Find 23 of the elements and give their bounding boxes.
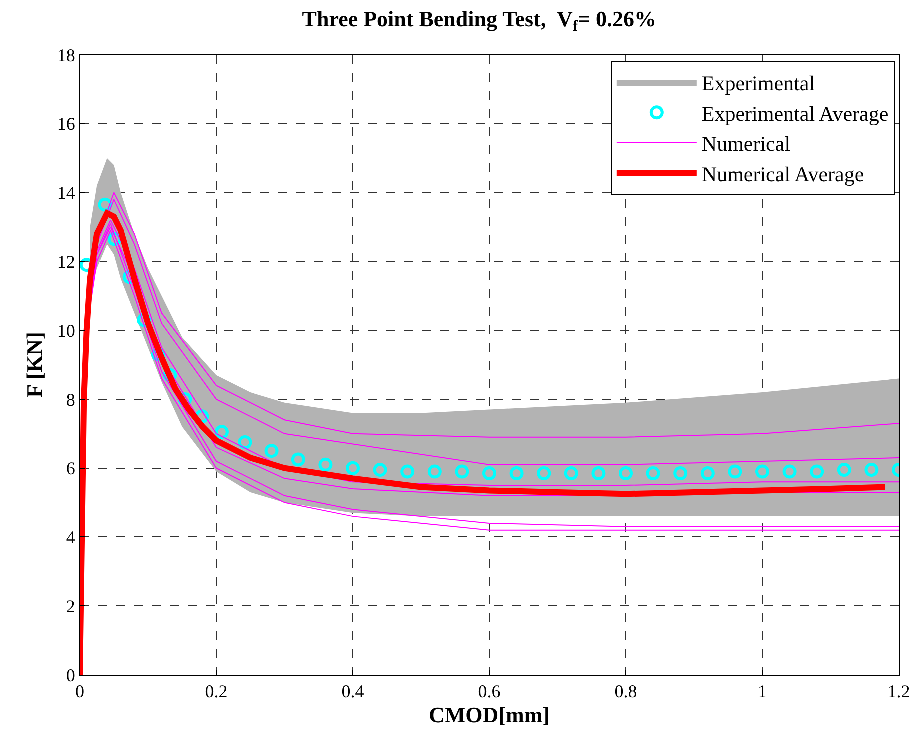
legend-label: Experimental xyxy=(702,72,816,96)
x-tick-label: 0.6 xyxy=(478,682,501,702)
y-tick-label: 18 xyxy=(57,45,76,66)
y-tick-label: 8 xyxy=(66,390,76,410)
y-tick-label: 6 xyxy=(66,458,76,479)
y-tick-label: 4 xyxy=(66,528,76,548)
y-tick-label: 12 xyxy=(57,252,76,272)
legend-label: Numerical Average xyxy=(702,162,864,186)
y-tick-label: 10 xyxy=(57,320,76,341)
y-tick-label: 2 xyxy=(66,596,76,616)
x-tick-label: 0.8 xyxy=(614,682,638,702)
legend-label: Numerical xyxy=(702,132,791,156)
y-tick-label: 16 xyxy=(57,114,76,134)
chart-title: Three Point Bending Test, V$_{f}$= 0.26% xyxy=(302,6,657,36)
y-tick-label: 14 xyxy=(57,183,76,204)
x-axis-title: CMOD[mm] xyxy=(429,702,550,728)
x-tick-label: 0.2 xyxy=(205,682,228,702)
y-axis-title: F [KN] xyxy=(22,332,48,398)
legend-label: Experimental Average xyxy=(702,102,889,126)
x-tick-label: 1 xyxy=(758,682,767,702)
x-tick-label: 0.4 xyxy=(342,682,364,702)
x-tick-label: 1.2 xyxy=(888,682,910,702)
y-tick-label: 0 xyxy=(66,665,76,686)
